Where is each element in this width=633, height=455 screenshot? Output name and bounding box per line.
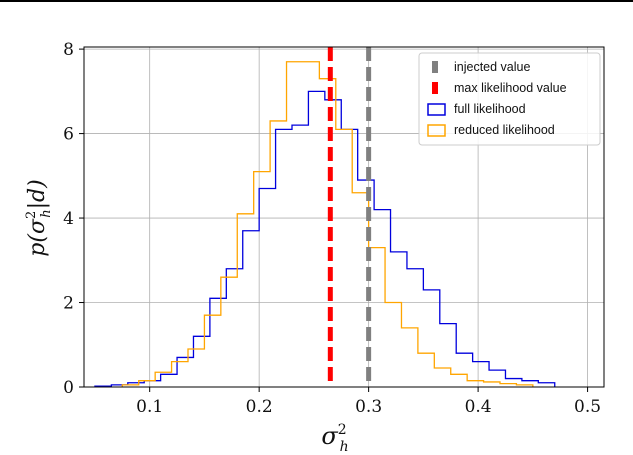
x-tick-label: 0.1 <box>136 397 163 417</box>
legend-item-max-likelihood-marker <box>432 82 438 94</box>
legend-item-max-likelihood-label: max likelihood value <box>454 81 567 95</box>
y-tick-label: 8 <box>63 40 74 60</box>
y-tick-label: 2 <box>63 294 74 314</box>
axis-ticks: 0.1 0.2 0.3 0.4 0.5 0 2 4 6 8 <box>63 40 601 417</box>
legend-item-injected-value-label: injected value <box>454 60 530 74</box>
legend-item-full-likelihood-marker <box>427 103 446 116</box>
x-tick-label: 0.5 <box>574 397 601 417</box>
x-tick-label: 0.2 <box>246 397 273 417</box>
y-tick-label: 0 <box>63 378 74 398</box>
legend-item-reduced-likelihood-marker <box>427 124 446 137</box>
top-border <box>0 0 633 2</box>
plot-frame <box>83 46 605 388</box>
x-axis-label: σ2 h <box>321 422 348 455</box>
x-tick-label: 0.4 <box>465 397 492 417</box>
series-full-likelihood-step <box>94 90 556 387</box>
y-axis-label: p(σ2h|d) <box>24 179 54 256</box>
legend: injected value max likelihood value full l… <box>418 52 601 146</box>
y-tick-label: 6 <box>63 125 74 145</box>
legend-box <box>418 52 601 146</box>
reference-lines <box>327 47 372 387</box>
series-reduced-likelihood-step <box>121 61 534 387</box>
histogram-series <box>94 61 556 387</box>
legend-item-full-likelihood-label: full likelihood <box>454 102 526 116</box>
x-tick-label: 0.3 <box>355 397 382 417</box>
legend-item-injected-value-marker <box>432 61 438 73</box>
legend-item-reduced-likelihood-label: reduced likelihood <box>454 123 555 137</box>
y-tick-label: 4 <box>63 209 74 229</box>
